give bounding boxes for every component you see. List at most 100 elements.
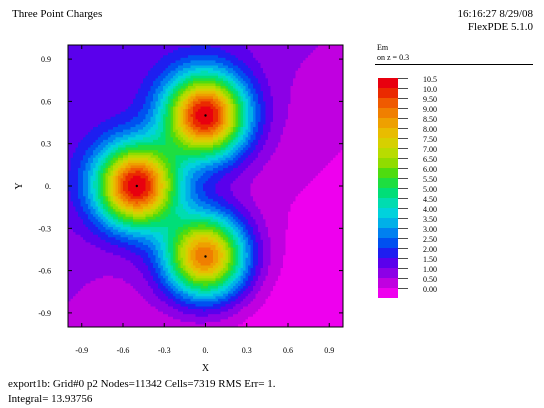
contour-cell xyxy=(135,147,139,151)
contour-cell xyxy=(168,73,172,77)
contour-cell xyxy=(73,244,77,249)
contour-cell xyxy=(113,91,117,95)
contour-cell xyxy=(153,301,157,305)
contour-cell xyxy=(70,324,74,327)
contour-cell xyxy=(173,319,177,323)
contour-cell xyxy=(108,50,112,54)
contour-cell xyxy=(68,309,72,313)
contour-cell xyxy=(68,83,72,87)
contour-cell xyxy=(163,180,167,185)
contour-cell xyxy=(140,78,144,82)
contour-cell xyxy=(70,134,74,138)
contour-cell xyxy=(158,88,162,92)
contour-cell xyxy=(88,111,92,115)
contour-cell xyxy=(90,186,94,190)
contour-cell xyxy=(148,73,152,77)
contour-cell xyxy=(168,132,172,136)
contour-cell xyxy=(83,132,87,136)
contour-cell xyxy=(120,183,124,187)
contour-cell xyxy=(75,316,79,320)
contour-cell xyxy=(153,193,157,197)
contour-cell xyxy=(118,129,122,133)
contour-cell xyxy=(83,265,87,269)
contour-cell xyxy=(93,303,97,308)
contour-cell xyxy=(75,47,79,51)
contour-cell xyxy=(108,160,112,164)
contour-cell xyxy=(75,209,79,213)
contour-cell xyxy=(133,227,137,231)
contour-cell xyxy=(175,111,179,115)
contour-cell xyxy=(130,188,134,192)
contour-cell xyxy=(133,88,137,92)
contour-cell xyxy=(123,252,127,256)
contour-cell xyxy=(170,121,174,126)
contour-cell xyxy=(93,91,97,95)
contour-cell xyxy=(98,234,102,238)
contour-cell xyxy=(155,80,159,85)
contour-cell xyxy=(140,224,144,228)
contour-cell xyxy=(155,68,159,72)
contour-cell xyxy=(148,219,152,223)
contour-cell xyxy=(68,114,72,118)
contour-cell xyxy=(155,198,159,202)
contour-cell xyxy=(73,183,77,187)
contour-cell xyxy=(80,270,84,274)
contour-cell xyxy=(108,280,112,285)
contour-cell xyxy=(163,239,167,243)
contour-cell xyxy=(138,137,142,141)
contour-cell xyxy=(80,262,84,267)
contour-cell xyxy=(168,114,172,118)
contour-cell xyxy=(70,321,74,326)
contour-cell xyxy=(150,291,154,295)
contour-cell xyxy=(125,193,129,197)
contour-cell xyxy=(105,319,109,323)
contour-cell xyxy=(70,280,74,285)
contour-cell xyxy=(110,252,114,256)
contour-cell xyxy=(138,98,142,102)
contour-cell xyxy=(128,296,132,300)
contour-cell xyxy=(100,221,104,226)
contour-cell xyxy=(75,303,79,308)
contour-cell xyxy=(138,188,142,192)
contour-cell xyxy=(163,98,167,102)
contour-cell xyxy=(135,157,139,161)
contour-cell xyxy=(143,234,147,238)
contour-cell xyxy=(160,91,164,95)
contour-cell xyxy=(113,319,117,323)
contour-cell xyxy=(98,319,102,323)
contour-cell xyxy=(133,80,137,85)
contour-cell xyxy=(68,45,72,49)
contour-cell xyxy=(143,250,147,254)
contour-cell xyxy=(173,91,177,95)
contour-cell xyxy=(68,293,72,297)
contour-cell xyxy=(80,242,84,246)
contour-cell xyxy=(173,224,177,228)
contour-cell xyxy=(150,50,154,54)
contour-cell xyxy=(75,178,79,182)
contour-cell xyxy=(165,316,169,320)
contour-cell xyxy=(113,157,117,161)
contour-cell xyxy=(143,73,147,77)
contour-cell xyxy=(160,178,164,182)
contour-cell xyxy=(173,121,177,126)
contour-cell xyxy=(95,275,99,279)
contour-cell xyxy=(175,293,179,297)
contour-cell xyxy=(118,109,122,113)
contour-cell xyxy=(73,150,77,154)
contour-cell xyxy=(73,273,77,277)
contour-cell xyxy=(110,103,114,108)
contour-cell xyxy=(70,270,74,274)
contour-cell xyxy=(178,162,182,167)
contour-cell xyxy=(140,80,144,85)
contour-cell xyxy=(115,280,119,285)
contour-cell xyxy=(75,257,79,261)
contour-cell xyxy=(155,98,159,102)
contour-cell xyxy=(83,106,87,110)
contour-cell xyxy=(95,301,99,305)
contour-cell xyxy=(143,237,147,241)
contour-cell xyxy=(158,303,162,308)
contour-cell xyxy=(90,191,94,195)
contour-cell xyxy=(138,224,142,228)
contour-cell xyxy=(128,157,132,161)
contour-cell xyxy=(178,98,182,102)
